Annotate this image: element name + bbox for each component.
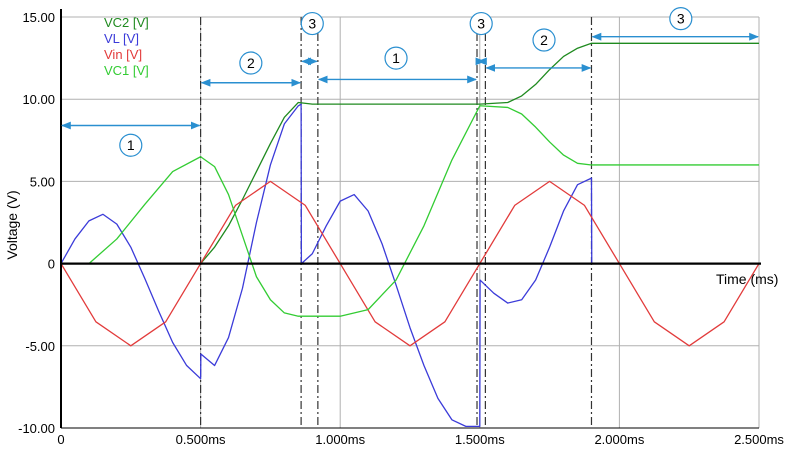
x-tick-label-5: 2.500ms	[734, 432, 784, 447]
phase-circle-0	[119, 133, 143, 157]
phase-circle-2	[300, 11, 324, 36]
phase-number-4: 3	[477, 16, 485, 32]
x-tick-label-4: 2.000ms	[594, 432, 644, 447]
y-tick-label-0: 15.00	[22, 10, 55, 25]
series-layer	[60, 42, 760, 428]
phase-circle-4	[469, 11, 493, 36]
y-tick-label-5: -10.00	[18, 421, 55, 436]
x-tick-label-3: 1.500ms	[455, 432, 505, 447]
legend-entry-vc2: VC2 [V]	[104, 15, 149, 30]
x-tick-label-2: 1.000ms	[315, 432, 365, 447]
y-tick-label-1: 10.00	[22, 92, 55, 107]
axes-layer: 0 0.500ms 1.000ms 1.500ms 2.000ms 2.500ms15.0…	[18, 9, 784, 447]
phase-circle-5	[532, 28, 556, 52]
phase-number-3: 1	[392, 50, 400, 66]
legend-entry-vin: Vin [V]	[104, 47, 142, 62]
x-axis-label: Time (ms)	[716, 271, 778, 287]
series-line-vl	[60, 103, 759, 428]
y-tick-label-4: -5.00	[25, 339, 55, 354]
phase-number-2: 3	[308, 16, 316, 32]
x-tick-label-1: 0.500ms	[176, 432, 226, 447]
legend: VC2 [V]VL [V]Vin [V]VC1 [V]	[104, 15, 149, 78]
vertical-marker-layer	[200, 17, 593, 428]
y-tick-label-3: 0	[48, 257, 55, 272]
legend-entry-vl: VL [V]	[104, 31, 139, 46]
y-axis-label: Voltage (V)	[4, 190, 20, 259]
series-line-vc2	[61, 42, 759, 265]
x-tick-label-0: 0	[57, 432, 64, 447]
legend-entry-vc1: VC1 [V]	[104, 63, 149, 78]
phase-number-0: 1	[127, 137, 135, 153]
phase-number-1: 2	[247, 55, 255, 71]
y-tick-label-2: 5.00	[30, 174, 55, 189]
phase-number-5: 2	[540, 32, 548, 48]
phase-number-6: 3	[677, 11, 685, 27]
phase-circle-3	[384, 46, 408, 70]
series-line-vc1	[61, 105, 759, 317]
grid-layer	[60, 16, 760, 429]
phase-circle-1	[239, 51, 263, 75]
phase-circle-6	[669, 7, 693, 31]
series-line-vin	[60, 180, 760, 347]
annotation-layer: 1 2 3 1 3 2 3	[61, 7, 759, 157]
